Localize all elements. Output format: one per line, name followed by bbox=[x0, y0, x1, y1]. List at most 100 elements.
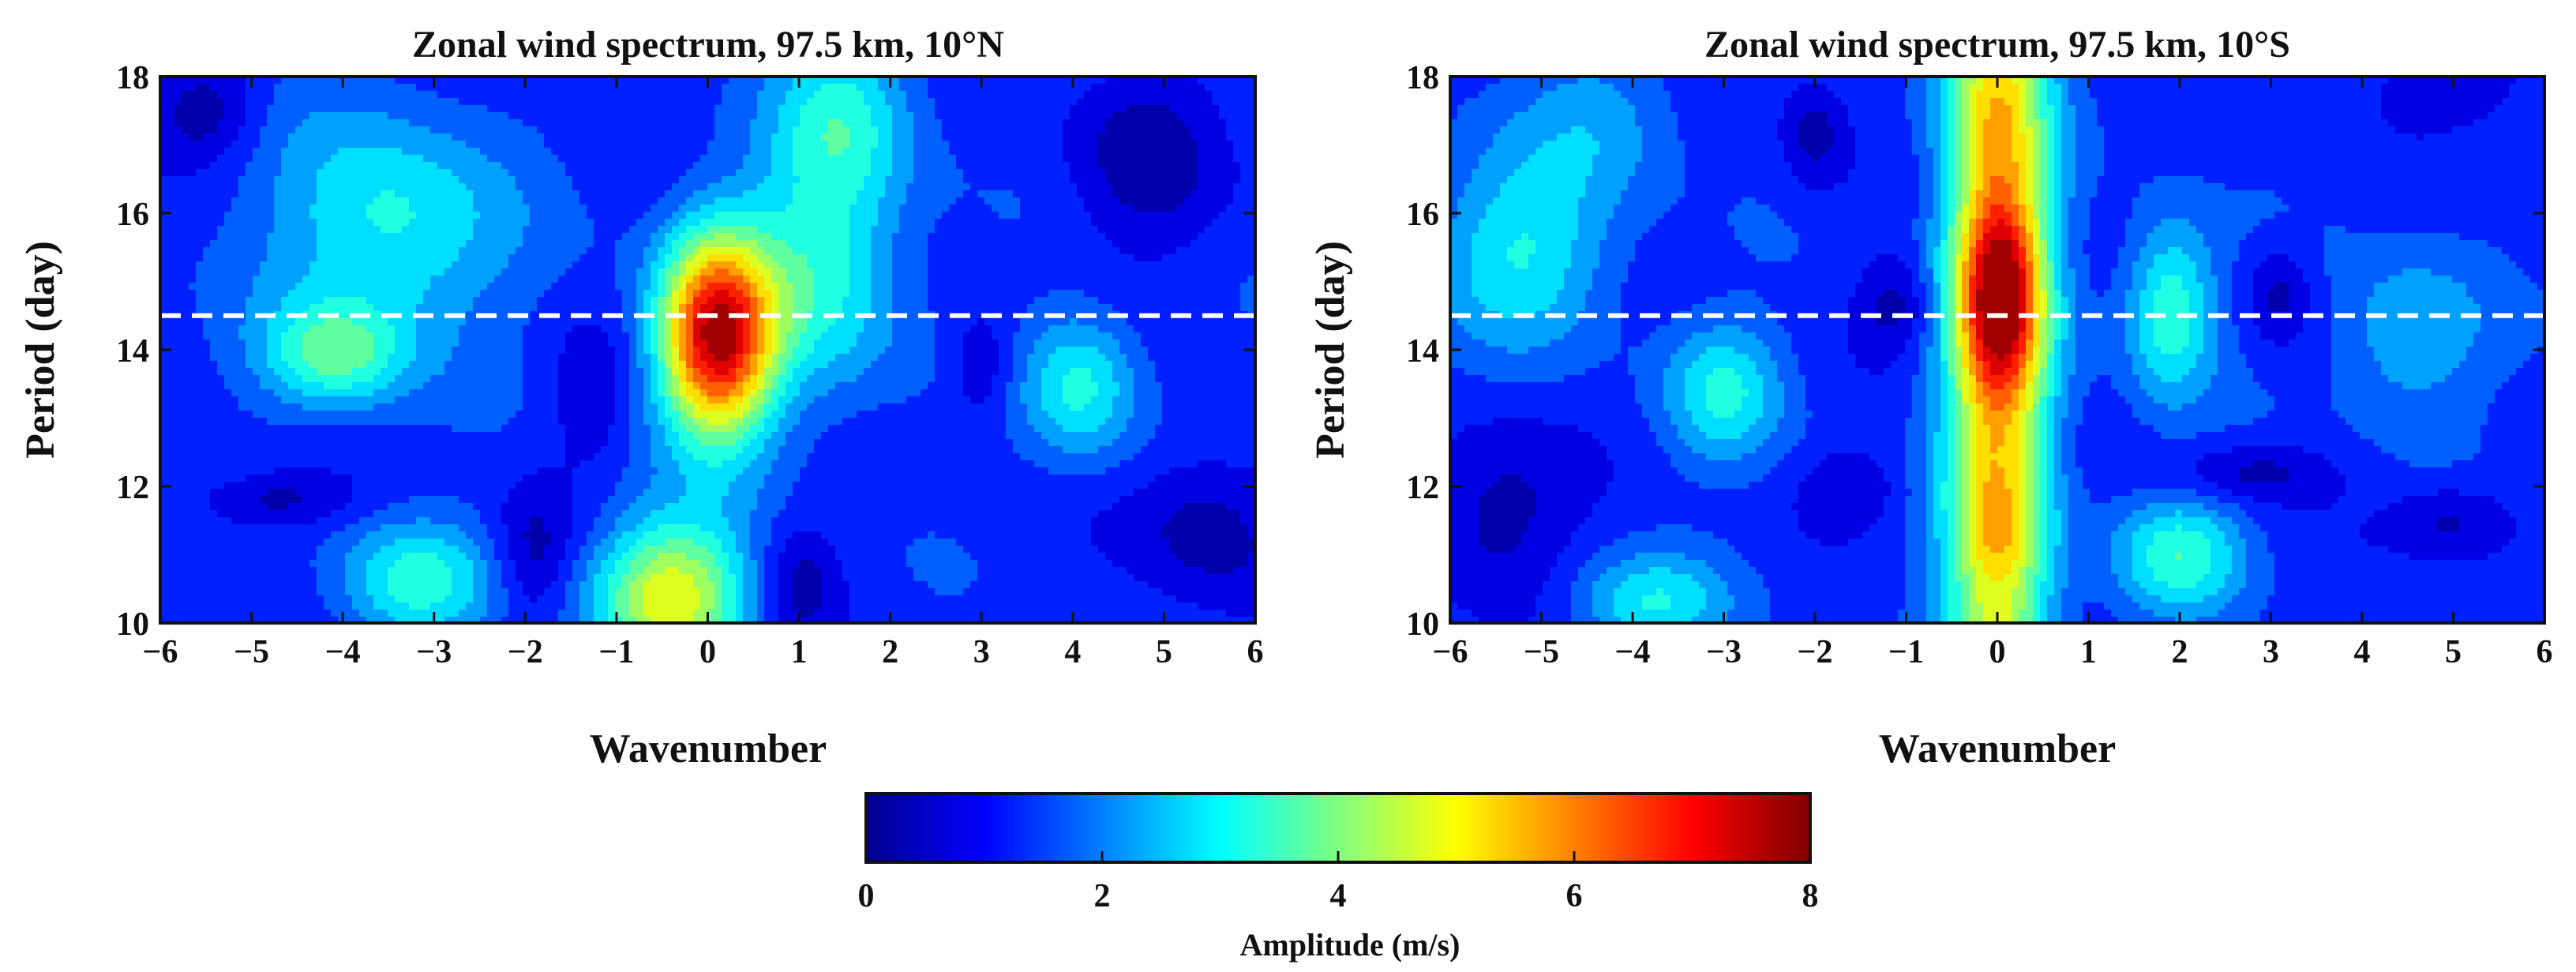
heatmap-cell bbox=[281, 197, 289, 205]
heatmap-cell bbox=[892, 219, 900, 227]
heatmap-cell bbox=[1077, 155, 1085, 163]
heatmap-cell bbox=[444, 276, 452, 283]
heatmap-cell bbox=[317, 155, 324, 163]
heatmap-cell bbox=[921, 169, 928, 177]
heatmap-cell bbox=[693, 219, 701, 227]
heatmap-cell bbox=[238, 276, 246, 283]
heatmap-cell bbox=[643, 126, 651, 134]
heatmap-cell bbox=[1034, 98, 1042, 106]
heatmap-cell bbox=[523, 141, 531, 148]
heatmap-cell bbox=[1162, 197, 1170, 205]
heatmap-cell bbox=[878, 212, 886, 220]
heatmap-cell bbox=[707, 219, 715, 227]
heatmap-cell bbox=[714, 162, 722, 170]
heatmap-cell bbox=[1240, 197, 1248, 205]
heatmap-cell bbox=[722, 190, 729, 198]
heatmap-cell bbox=[473, 98, 481, 106]
heatmap-cell bbox=[651, 84, 658, 92]
heatmap-cell bbox=[338, 205, 346, 212]
heatmap-cell bbox=[814, 98, 822, 106]
heatmap-cell bbox=[700, 254, 708, 262]
heatmap-cell bbox=[189, 148, 197, 156]
heatmap-cell bbox=[963, 205, 971, 212]
heatmap-cell bbox=[508, 112, 516, 120]
heatmap-cell bbox=[828, 190, 836, 198]
heatmap-cell bbox=[423, 290, 431, 298]
heatmap-cell bbox=[423, 283, 431, 291]
heatmap-cell bbox=[899, 176, 907, 184]
heatmap-cell bbox=[196, 212, 204, 220]
heatmap-cell bbox=[288, 169, 296, 177]
heatmap-cell bbox=[814, 219, 822, 227]
heatmap-cell bbox=[942, 155, 950, 163]
heatmap-cell bbox=[160, 141, 168, 148]
heatmap-cell bbox=[516, 290, 523, 298]
heatmap-cell bbox=[1105, 176, 1113, 184]
heatmap-cell bbox=[224, 197, 232, 205]
heatmap-cell bbox=[1056, 119, 1063, 127]
heatmap-cell bbox=[729, 226, 737, 234]
heatmap-cell bbox=[572, 261, 580, 269]
heatmap-cell bbox=[651, 155, 658, 163]
heatmap-cell bbox=[1020, 183, 1028, 191]
heatmap-cell bbox=[381, 98, 388, 106]
heatmap-cell bbox=[615, 268, 623, 276]
heatmap-cell bbox=[309, 261, 317, 269]
heatmap-cell bbox=[970, 197, 978, 205]
heatmap-cell bbox=[651, 212, 658, 220]
heatmap-cell bbox=[956, 283, 964, 291]
heatmap-cell bbox=[217, 205, 225, 212]
heatmap-cell bbox=[1105, 190, 1113, 198]
heatmap-cell bbox=[885, 112, 893, 120]
heatmap-cell bbox=[572, 91, 580, 99]
heatmap-cell bbox=[587, 226, 594, 234]
heatmap-cell bbox=[1240, 176, 1248, 184]
heatmap-cell bbox=[786, 197, 793, 205]
heatmap-cell bbox=[601, 98, 609, 106]
heatmap-cell bbox=[999, 297, 1007, 305]
heatmap-cell bbox=[977, 212, 985, 220]
heatmap-cell bbox=[892, 212, 900, 220]
heatmap-cell bbox=[1127, 290, 1134, 298]
heatmap-cell bbox=[885, 219, 893, 227]
heatmap-cell bbox=[764, 261, 772, 269]
heatmap-cell bbox=[594, 183, 602, 191]
heatmap-cell bbox=[608, 226, 616, 234]
heatmap-cell bbox=[437, 268, 445, 276]
heatmap-cell bbox=[1134, 290, 1142, 298]
heatmap-cell bbox=[1077, 176, 1085, 184]
heatmap-cell bbox=[736, 254, 744, 262]
heatmap-cell bbox=[331, 162, 339, 170]
heatmap-cell bbox=[1183, 183, 1191, 191]
heatmap-cell bbox=[686, 155, 694, 163]
heatmap-cell bbox=[786, 162, 793, 170]
heatmap-cell bbox=[317, 119, 324, 127]
heatmap-cell bbox=[814, 261, 822, 269]
heatmap-cell bbox=[345, 148, 353, 156]
heatmap-cell bbox=[1240, 133, 1248, 141]
heatmap-cell bbox=[317, 283, 324, 291]
heatmap-cell bbox=[821, 226, 829, 234]
heatmap-cell bbox=[1198, 233, 1206, 241]
heatmap-cell bbox=[757, 240, 765, 248]
heatmap-cell bbox=[1134, 276, 1142, 283]
heatmap-cell bbox=[835, 290, 843, 298]
heatmap-cell bbox=[537, 247, 545, 255]
heatmap-cell bbox=[1148, 290, 1156, 298]
heatmap-cell bbox=[331, 304, 339, 312]
heatmap-cell bbox=[864, 119, 872, 127]
heatmap-cell bbox=[885, 98, 893, 106]
heatmap-cell bbox=[274, 119, 282, 127]
heatmap-cell bbox=[1020, 148, 1028, 156]
heatmap-cell bbox=[686, 176, 694, 184]
heatmap-cell bbox=[1091, 233, 1099, 241]
heatmap-cell bbox=[658, 219, 666, 227]
heatmap-cell bbox=[629, 197, 637, 205]
heatmap-cell bbox=[444, 240, 452, 248]
heatmap-cell bbox=[672, 105, 680, 113]
heatmap-cell bbox=[786, 297, 793, 305]
heatmap-cell bbox=[501, 126, 509, 134]
heatmap-cell bbox=[246, 190, 253, 198]
heatmap-cell bbox=[317, 98, 324, 106]
heatmap-cell bbox=[622, 162, 630, 170]
